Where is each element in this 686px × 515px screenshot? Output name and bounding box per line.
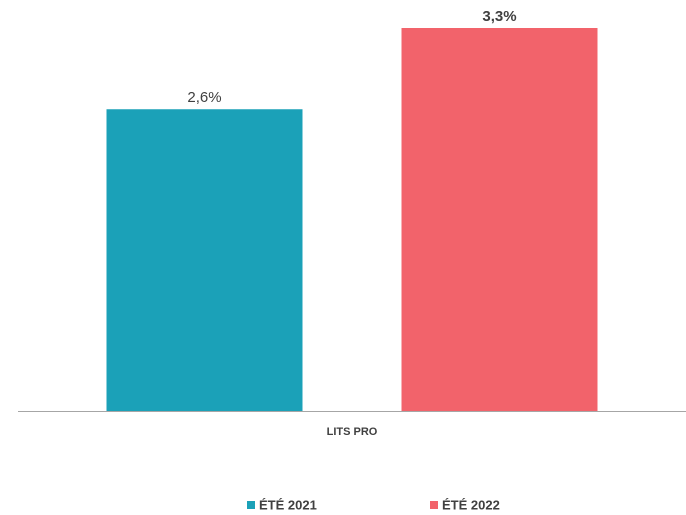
- legend-label: ÉTÉ 2022: [442, 497, 500, 512]
- bar: [106, 109, 303, 411]
- value-label: 2,6%: [187, 89, 221, 106]
- legend-swatch: [430, 501, 438, 509]
- legend-swatch: [247, 501, 255, 509]
- value-label: 3,3%: [482, 8, 516, 25]
- bar: [401, 28, 598, 411]
- legend-label: ÉTÉ 2021: [259, 497, 317, 512]
- x-tick-label: LITS PRO: [327, 426, 378, 438]
